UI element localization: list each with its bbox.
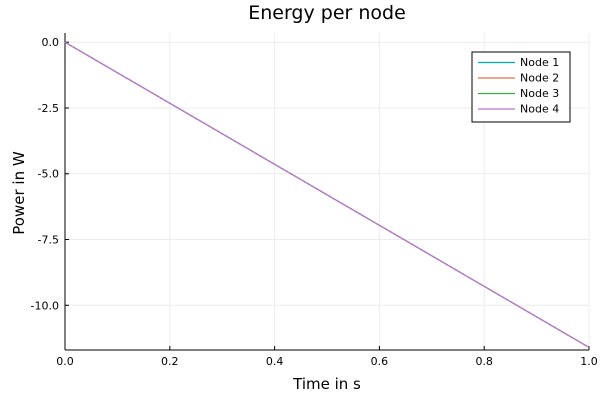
chart-title: Energy per node: [248, 2, 406, 24]
y-axis-label: Power in W: [10, 151, 28, 235]
x-axis-label: Time in s: [292, 375, 361, 393]
series-line-node-4: [64, 41, 590, 348]
y-tick-label: -2.5: [38, 102, 59, 115]
series-group: [64, 41, 590, 348]
y-tick-label: -7.5: [38, 234, 59, 247]
legend-box: [471, 51, 571, 123]
axes: [64, 33, 589, 351]
legend-label: Node 2: [520, 72, 559, 85]
legend-label: Node 3: [520, 87, 559, 100]
x-tick-label: 0.0: [56, 355, 74, 368]
y-tick-label: -5.0: [38, 168, 59, 181]
legend-label: Node 4: [520, 103, 559, 116]
y-tick-label: -10.0: [31, 299, 59, 312]
x-tick-label: 0.8: [475, 355, 493, 368]
x-tick-label: 0.6: [371, 355, 389, 368]
legend: Node 1 Node 2 Node 3 Node 4: [471, 51, 571, 123]
y-tick-label: 0.0: [42, 36, 60, 49]
x-tick-label: 0.2: [161, 355, 179, 368]
legend-label: Node 1: [520, 56, 559, 69]
x-tick-label: 1.0: [580, 355, 598, 368]
ticks: 0.0 0.2 0.4 0.6 0.8 1.0 0.0 -2.5 -5.0 -7.5 -10.0: [31, 36, 598, 368]
x-tick-label: 0.4: [266, 355, 284, 368]
grid: [64, 33, 590, 350]
